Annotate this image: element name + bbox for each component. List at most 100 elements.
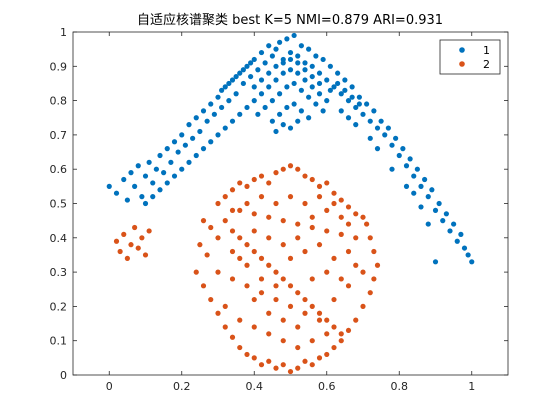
- data-point: [302, 248, 308, 255]
- data-point: [316, 70, 323, 76]
- data-point: [320, 56, 326, 63]
- data-point: [316, 183, 323, 189]
- data-point: [309, 276, 315, 282]
- data-point: [266, 43, 272, 49]
- data-point: [291, 32, 297, 39]
- data-point: [280, 218, 286, 224]
- y-tick-label: 0.4: [50, 232, 68, 245]
- data-point: [302, 173, 308, 179]
- data-point: [222, 125, 228, 131]
- data-point: [287, 303, 294, 309]
- data-point: [258, 49, 265, 56]
- data-point: [440, 218, 446, 224]
- data-point: [338, 91, 344, 97]
- x-tick-label: 1: [468, 380, 475, 393]
- data-point: [135, 163, 141, 169]
- data-point: [316, 317, 323, 323]
- data-point: [258, 194, 265, 200]
- data-point: [251, 228, 257, 234]
- data-point: [121, 231, 127, 237]
- data-point: [316, 310, 323, 316]
- data-point: [273, 200, 279, 207]
- data-point: [186, 122, 192, 128]
- data-point: [244, 242, 250, 248]
- data-point: [179, 132, 185, 138]
- data-point: [269, 118, 275, 124]
- data-point: [200, 283, 207, 289]
- y-tick-label: 0.8: [50, 95, 68, 108]
- legend-item-1[interactable]: 1: [459, 44, 490, 57]
- data-point: [338, 108, 344, 114]
- data-point: [280, 122, 286, 128]
- data-point: [244, 351, 250, 358]
- data-point: [287, 283, 294, 289]
- data-point: [287, 67, 294, 73]
- data-point: [461, 245, 468, 251]
- data-point: [429, 187, 435, 193]
- data-point: [295, 118, 301, 124]
- data-point: [451, 221, 457, 227]
- y-tick-label: 0.5: [50, 198, 68, 211]
- legend-item-2[interactable]: 2: [459, 58, 490, 71]
- data-point: [132, 224, 138, 231]
- legend[interactable]: 12: [439, 39, 501, 75]
- data-point: [124, 197, 130, 203]
- data-point: [244, 200, 250, 207]
- data-point: [280, 70, 286, 76]
- data-point: [244, 104, 250, 111]
- data-point: [280, 60, 286, 66]
- legend-label: 1: [483, 44, 490, 57]
- data-point: [295, 60, 301, 66]
- data-point: [389, 166, 395, 172]
- data-point: [324, 331, 330, 337]
- data-point: [215, 235, 221, 241]
- data-point: [182, 142, 188, 148]
- data-point: [258, 290, 265, 296]
- data-point: [273, 365, 279, 371]
- series-2: [113, 163, 381, 375]
- data-point: [353, 262, 359, 268]
- data-point: [251, 248, 257, 255]
- data-point: [208, 139, 214, 145]
- data-point: [309, 338, 315, 344]
- data-point: [171, 173, 178, 179]
- data-point: [237, 255, 243, 261]
- data-point: [291, 101, 297, 107]
- chart-title: 自适应核谱聚类 best K=5 NMI=0.879 ARI=0.931: [137, 12, 443, 28]
- data-point: [200, 218, 207, 224]
- data-point: [349, 94, 355, 100]
- data-point: [396, 152, 402, 159]
- data-point: [342, 87, 348, 93]
- data-point: [215, 94, 221, 100]
- data-point: [215, 132, 221, 138]
- data-point: [229, 248, 236, 255]
- data-point: [316, 355, 323, 361]
- data-point: [411, 190, 417, 196]
- data-point: [356, 94, 362, 100]
- data-point: [298, 108, 304, 114]
- data-point: [280, 166, 286, 172]
- data-point: [338, 338, 344, 344]
- data-point: [367, 290, 373, 296]
- data-point: [331, 296, 337, 303]
- data-point: [139, 194, 145, 200]
- data-point: [360, 303, 366, 309]
- data-point: [302, 200, 308, 207]
- data-point: [313, 101, 319, 107]
- data-point: [258, 91, 265, 97]
- data-point: [273, 170, 279, 176]
- legend-box: [439, 39, 501, 75]
- data-point: [287, 194, 294, 200]
- data-point: [255, 111, 261, 117]
- data-point: [208, 101, 214, 107]
- data-point: [422, 176, 428, 183]
- data-point: [273, 77, 279, 83]
- data-point: [335, 70, 341, 76]
- data-point: [287, 368, 294, 375]
- data-point: [142, 252, 149, 258]
- data-point: [237, 111, 243, 117]
- data-point: [418, 183, 424, 189]
- data-point: [222, 194, 228, 200]
- data-point: [142, 173, 149, 179]
- data-point: [338, 231, 344, 237]
